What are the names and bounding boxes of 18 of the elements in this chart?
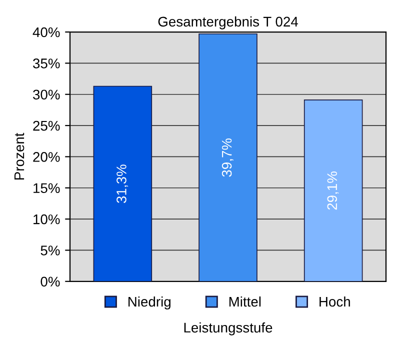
- y-tick-label: 15%: [34, 183, 60, 194]
- y-tick-label: 20%: [33, 152, 60, 162]
- y-tick-label: 25%: [33, 120, 60, 131]
- data-label: 39,7%: [222, 138, 234, 177]
- y-tick-label: 5%: [40, 246, 60, 256]
- x-axis-title: Leistungsstufe: [184, 322, 272, 336]
- legend-label: Hoch: [320, 296, 350, 307]
- legend-label: Niedrig: [128, 296, 170, 310]
- y-axis-title: Prozent: [14, 132, 24, 180]
- y-tick-label: 40%: [32, 27, 60, 38]
- y-tick-label: 35%: [33, 58, 60, 68]
- chart-title: Gesamtergebnis T 024: [158, 16, 298, 30]
- legend-label: Mittel: [229, 296, 261, 307]
- data-label: 29,1%: [327, 171, 339, 210]
- y-tick-label: 0%: [40, 276, 60, 287]
- data-label: 31,3%: [116, 164, 128, 203]
- y-tick-label: 10%: [34, 214, 60, 224]
- y-tick-label: 30%: [33, 90, 60, 100]
